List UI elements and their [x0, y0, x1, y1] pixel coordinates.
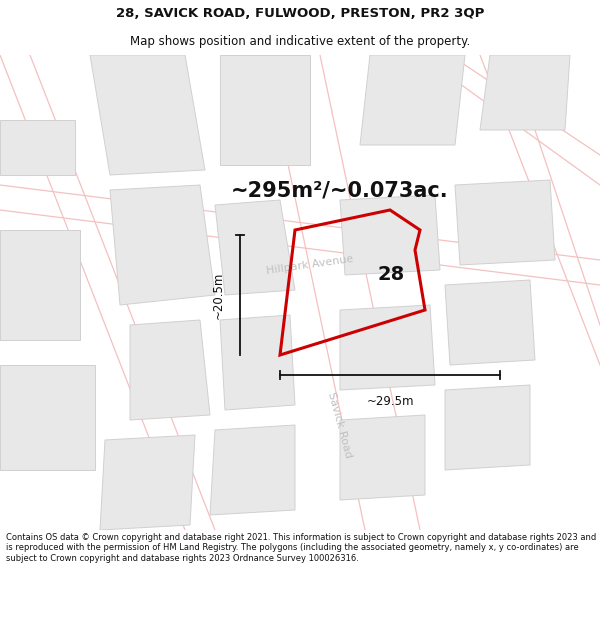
- Polygon shape: [340, 195, 440, 275]
- Text: 28, SAVICK ROAD, FULWOOD, PRESTON, PR2 3QP: 28, SAVICK ROAD, FULWOOD, PRESTON, PR2 3…: [116, 8, 484, 20]
- Text: 28: 28: [377, 264, 404, 284]
- Text: ~20.5m: ~20.5m: [212, 271, 225, 319]
- Polygon shape: [340, 305, 435, 390]
- Polygon shape: [110, 185, 215, 305]
- Polygon shape: [220, 315, 295, 410]
- Polygon shape: [130, 320, 210, 420]
- Text: Map shows position and indicative extent of the property.: Map shows position and indicative extent…: [130, 35, 470, 48]
- Text: Hillpark Avenue: Hillpark Avenue: [266, 254, 354, 276]
- Polygon shape: [210, 425, 295, 515]
- Text: ~29.5m: ~29.5m: [366, 395, 414, 408]
- Polygon shape: [0, 365, 95, 470]
- Polygon shape: [90, 55, 205, 175]
- Text: Savick Road: Savick Road: [326, 391, 353, 459]
- Polygon shape: [340, 415, 425, 500]
- Polygon shape: [220, 55, 310, 165]
- Polygon shape: [215, 200, 295, 295]
- Polygon shape: [100, 435, 195, 530]
- Text: ~295m²/~0.073ac.: ~295m²/~0.073ac.: [231, 180, 449, 200]
- Polygon shape: [0, 120, 75, 175]
- Polygon shape: [445, 385, 530, 470]
- Text: Contains OS data © Crown copyright and database right 2021. This information is : Contains OS data © Crown copyright and d…: [6, 533, 596, 562]
- Polygon shape: [360, 55, 465, 145]
- Polygon shape: [445, 280, 535, 365]
- Polygon shape: [455, 180, 555, 265]
- Polygon shape: [480, 55, 570, 130]
- Polygon shape: [0, 230, 80, 340]
